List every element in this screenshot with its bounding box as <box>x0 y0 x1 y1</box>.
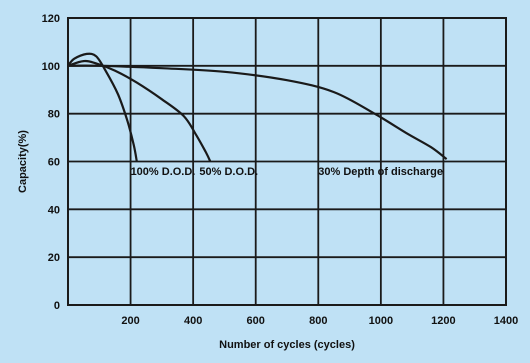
y-tick-label: 20 <box>48 252 60 264</box>
y-tick-label: 120 <box>42 13 60 25</box>
x-tick-label: 600 <box>247 315 265 327</box>
curve-label: 50% D.O.D. <box>199 166 258 178</box>
x-tick-label: 800 <box>309 315 327 327</box>
x-tick-label: 400 <box>184 315 202 327</box>
x-tick-label: 1200 <box>431 315 455 327</box>
x-tick-label: 1000 <box>369 315 393 327</box>
y-tick-label: 100 <box>42 61 60 73</box>
y-tick-label: 0 <box>54 300 60 312</box>
y-tick-label: 40 <box>48 204 60 216</box>
y-tick-label: 80 <box>48 109 60 121</box>
curve-label: 30% Depth of discharge <box>318 166 443 178</box>
x-tick-label: 1400 <box>494 315 518 327</box>
curve-label: 100% D.O.D. <box>131 166 196 178</box>
x-tick-label: 200 <box>121 315 139 327</box>
x-axis-title: Number of cycles (cycles) <box>219 339 355 351</box>
y-axis-title: Capacity(%) <box>17 130 29 193</box>
series-line-2 <box>67 59 212 162</box>
series-line-1 <box>67 52 138 162</box>
series-line-3 <box>67 64 448 160</box>
y-tick-label: 60 <box>48 157 60 169</box>
